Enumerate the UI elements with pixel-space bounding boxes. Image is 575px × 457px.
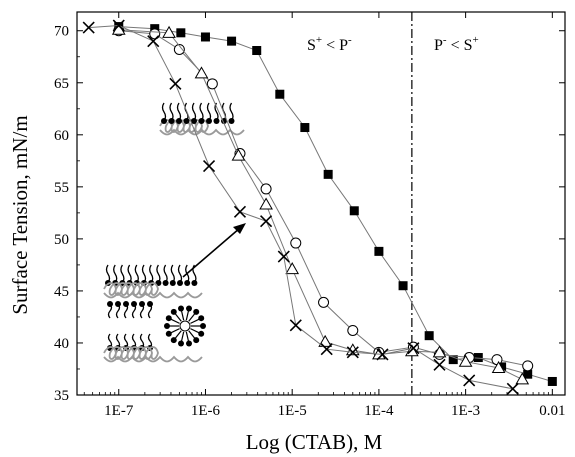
point-cross <box>346 346 359 359</box>
point-open-triangle <box>231 148 246 161</box>
point-filled-square <box>176 28 186 38</box>
point-open-triangle <box>259 197 273 210</box>
point-filled-square <box>323 169 333 179</box>
point-cross <box>320 343 333 356</box>
y-tick-label: 50 <box>54 232 69 248</box>
y-tick-label: 60 <box>54 128 69 144</box>
point-open-triangle <box>458 354 473 367</box>
y-axis-title: Surface Tension, mN/m <box>8 115 32 314</box>
inset-illustration-mixed-layer <box>103 264 206 363</box>
region-label: S+ < P- <box>307 34 352 54</box>
point-cross <box>376 348 389 361</box>
point-filled-square <box>523 369 533 379</box>
point-filled-square <box>200 32 210 42</box>
point-open-triangle <box>515 372 530 385</box>
x-tick-label: 1E-5 <box>278 403 307 419</box>
point-cross <box>112 19 125 32</box>
x-axis-title: Log (CTAB), M <box>246 430 383 454</box>
point-open-triangle <box>491 360 506 373</box>
point-cross <box>289 319 302 332</box>
point-cross <box>506 382 519 395</box>
arrow-head <box>233 223 246 234</box>
point-filled-square <box>275 89 285 99</box>
point-cross <box>169 77 182 90</box>
point-filled-square <box>349 206 359 216</box>
series-cross <box>82 19 519 395</box>
point-filled-square <box>424 331 434 341</box>
inset-illustration-adsorbed-layer <box>159 102 245 136</box>
series-line <box>88 24 513 390</box>
inset-arrow <box>182 223 246 278</box>
y-tick-label: 65 <box>54 76 69 92</box>
point-open-triangle <box>162 25 176 38</box>
point-open-triangle <box>432 345 447 358</box>
series-line <box>118 26 553 382</box>
point-open-circle <box>149 28 161 40</box>
point-filled-square <box>252 46 262 56</box>
point-open-circle <box>260 183 272 195</box>
point-open-circle <box>491 354 503 366</box>
point-open-triangle <box>285 262 300 275</box>
y-tick-label: 55 <box>54 180 69 196</box>
series-line <box>118 30 528 367</box>
point-filled-square <box>547 376 557 386</box>
point-open-triangle <box>194 66 209 79</box>
point-open-circle <box>522 360 534 372</box>
y-tick-label: 40 <box>54 336 69 352</box>
point-open-circle <box>318 296 330 308</box>
region-label: P- < S+ <box>434 34 479 54</box>
point-cross <box>433 358 446 371</box>
point-cross <box>233 205 247 218</box>
point-cross <box>260 215 273 228</box>
x-tick-label: 1E-6 <box>191 403 221 419</box>
point-cross <box>202 159 216 173</box>
point-open-circle <box>290 237 302 249</box>
series-line <box>118 29 523 380</box>
y-tick-label: 45 <box>54 284 69 300</box>
y-tick-label: 70 <box>54 24 69 40</box>
x-tick-label: 1E-3 <box>451 403 480 419</box>
point-open-circle <box>173 43 185 55</box>
point-filled-square <box>227 36 237 46</box>
axis-ticks: 1E-7 1E-6 1E-5 1E-4 1E-3 0.01 35 40 45 50 55 60 65 70 <box>54 12 565 419</box>
plot-frame <box>76 11 566 396</box>
region-annotations: S+ < P- P- < S+ <box>307 34 479 54</box>
series-open-circle <box>113 25 534 372</box>
point-filled-square <box>374 246 384 256</box>
data-series <box>82 19 557 395</box>
point-cross <box>463 374 476 387</box>
point-filled-square <box>473 353 483 363</box>
point-filled-square <box>448 355 458 365</box>
point-cross <box>147 35 160 48</box>
series-open-triangle <box>111 22 530 385</box>
point-cross <box>82 21 95 34</box>
plot-border <box>76 11 566 396</box>
arrow-shaft <box>182 227 241 278</box>
point-cross <box>277 250 290 263</box>
x-tick-label: 0.01 <box>539 403 565 419</box>
x-tick-label: 1E-4 <box>364 403 394 419</box>
point-open-circle <box>206 78 218 90</box>
point-filled-square <box>398 281 408 291</box>
point-filled-square <box>300 123 310 133</box>
point-open-circle <box>347 324 359 336</box>
x-tick-label: 1E-7 <box>104 403 134 419</box>
point-cross <box>407 342 420 355</box>
y-tick-label: 35 <box>54 388 69 404</box>
